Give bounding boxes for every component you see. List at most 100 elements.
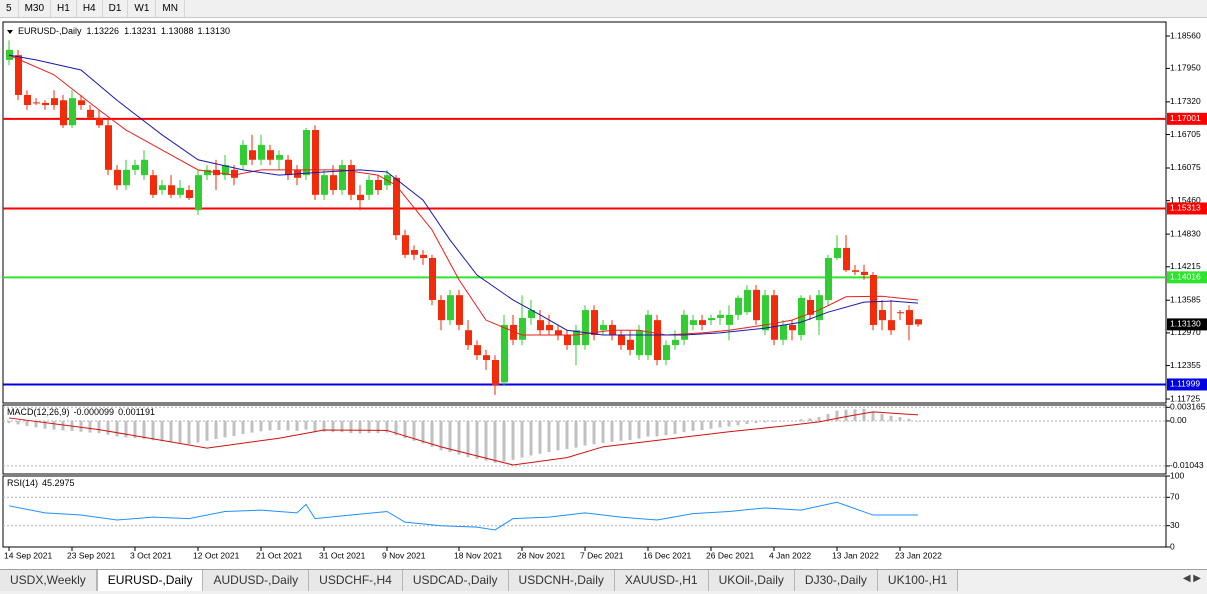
histogram-bar bbox=[898, 417, 902, 421]
timeframe-toolbar: 5 M30 H1 H4 D1 W1 MN bbox=[0, 0, 1207, 18]
x-tick-label: 4 Jan 2022 bbox=[769, 550, 811, 560]
candle-body bbox=[330, 175, 337, 191]
histogram-bar bbox=[241, 420, 245, 434]
candle-body bbox=[528, 310, 535, 319]
level-price-box bbox=[1167, 378, 1207, 391]
histogram-bar bbox=[745, 420, 749, 424]
y-tick-label: 1.14215 bbox=[1170, 261, 1201, 271]
header-ohlc: 1.13130 bbox=[197, 26, 230, 36]
histogram-bar bbox=[628, 420, 632, 440]
candle-body bbox=[510, 324, 517, 340]
candle-body bbox=[591, 310, 598, 336]
histogram-bar bbox=[655, 420, 659, 437]
histogram-bar bbox=[97, 420, 101, 434]
candle-body bbox=[195, 175, 202, 211]
tab[interactable]: UK100-,H1 bbox=[877, 570, 959, 591]
timeframe-button[interactable]: W1 bbox=[128, 0, 157, 17]
candle-body bbox=[699, 320, 706, 325]
y-tick-label: 1.18560 bbox=[1170, 30, 1201, 40]
candle-body bbox=[753, 289, 760, 321]
chart: 1.18560 1.17950 1.17320 1.16705 1.16075 1.154… bbox=[2, 21, 1207, 560]
histogram-bar bbox=[52, 420, 56, 430]
timeframe-button[interactable]: MN bbox=[156, 0, 185, 17]
timeframe-button[interactable]: M30 bbox=[19, 0, 52, 17]
candle-body bbox=[726, 314, 733, 325]
candle-body bbox=[33, 102, 40, 104]
candle-body bbox=[186, 190, 193, 199]
timeframe-button[interactable]: H4 bbox=[77, 0, 103, 17]
candle-body bbox=[897, 312, 904, 314]
level-price-label: 1.14016 bbox=[1170, 272, 1201, 282]
candle-body bbox=[69, 98, 76, 126]
histogram-bar bbox=[529, 420, 533, 456]
histogram-bar bbox=[835, 410, 839, 421]
histogram-bar bbox=[430, 420, 434, 447]
tab[interactable]: USDCHF-,H4 bbox=[309, 570, 403, 591]
timeframe-button[interactable]: 5 bbox=[0, 0, 19, 17]
histogram-bar bbox=[412, 420, 416, 441]
candle-body bbox=[51, 98, 58, 106]
tab[interactable]: DJ30-,Daily bbox=[794, 570, 878, 591]
tab[interactable]: AUDUSD-,Daily bbox=[203, 570, 310, 591]
histogram-bar bbox=[205, 420, 209, 441]
x-tick-label: 9 Nov 2021 bbox=[382, 550, 426, 560]
level-price-label: 1.17001 bbox=[1170, 113, 1201, 123]
tab[interactable]: EURUSD-,Daily bbox=[96, 570, 204, 591]
histogram-bar bbox=[448, 420, 452, 453]
histogram-bar bbox=[646, 420, 650, 437]
tab[interactable]: USDCNH-,Daily bbox=[508, 570, 615, 591]
tab[interactable]: XAUUSD-,H1 bbox=[614, 570, 709, 591]
candle-body bbox=[843, 247, 850, 271]
histogram-bar bbox=[349, 420, 353, 434]
y-tick-label: 0.003165 bbox=[1170, 402, 1206, 412]
tab[interactable]: UKOil-,Daily bbox=[708, 570, 795, 591]
candle-body bbox=[888, 320, 895, 331]
x-tick-label: 18 Nov 2021 bbox=[454, 550, 502, 560]
candle-body bbox=[114, 169, 121, 186]
histogram-bar bbox=[358, 420, 362, 434]
histogram-bar bbox=[196, 420, 200, 443]
tab-scroll[interactable]: ◀ ▶ bbox=[1182, 573, 1201, 584]
x-tick-label: 13 Jan 2022 bbox=[832, 550, 879, 560]
y-tick-label: 1.13585 bbox=[1170, 294, 1201, 304]
candle-body bbox=[60, 100, 67, 126]
level-price-box bbox=[1167, 271, 1207, 284]
candle-body bbox=[600, 324, 607, 331]
x-tick-label: 16 Dec 2021 bbox=[643, 550, 691, 560]
histogram-bar bbox=[502, 420, 506, 462]
candle-body bbox=[339, 165, 346, 191]
candle-body bbox=[573, 330, 580, 346]
indicator-value: -0.000099 bbox=[74, 407, 115, 417]
x-tick-label: 21 Oct 2021 bbox=[256, 550, 303, 560]
timeframe-button[interactable]: H1 bbox=[51, 0, 77, 17]
candle-body bbox=[258, 144, 265, 160]
tab[interactable]: USDCAD-,Daily bbox=[402, 570, 509, 591]
histogram-bar bbox=[25, 420, 29, 427]
panel-frame bbox=[2, 475, 1167, 548]
histogram-bar bbox=[754, 420, 758, 424]
histogram-bar bbox=[547, 420, 551, 453]
candle-body bbox=[240, 144, 247, 166]
histogram-bar bbox=[34, 420, 38, 428]
histogram-bar bbox=[790, 420, 794, 422]
candle-body bbox=[879, 310, 886, 321]
y-tick-label: 1.11725 bbox=[1170, 393, 1200, 403]
histogram-bar bbox=[142, 420, 146, 440]
tab[interactable]: USDX,Weekly bbox=[0, 570, 97, 591]
histogram-bar bbox=[592, 420, 596, 445]
moving-average bbox=[8, 54, 919, 336]
x-tick-label: 23 Sep 2021 bbox=[67, 550, 115, 560]
histogram-bar bbox=[286, 420, 290, 431]
histogram-bar bbox=[187, 420, 191, 445]
histogram-bar bbox=[511, 420, 515, 460]
histogram-bar bbox=[214, 420, 218, 440]
candle-body bbox=[123, 169, 130, 186]
histogram-bar bbox=[736, 420, 740, 426]
panel-frame bbox=[2, 404, 1167, 475]
histogram-bar bbox=[268, 420, 272, 431]
histogram-bar bbox=[700, 420, 704, 431]
timeframe-button[interactable]: D1 bbox=[103, 0, 129, 17]
histogram-bar bbox=[43, 420, 47, 429]
histogram-bar bbox=[538, 420, 542, 454]
histogram-bar bbox=[376, 420, 380, 434]
